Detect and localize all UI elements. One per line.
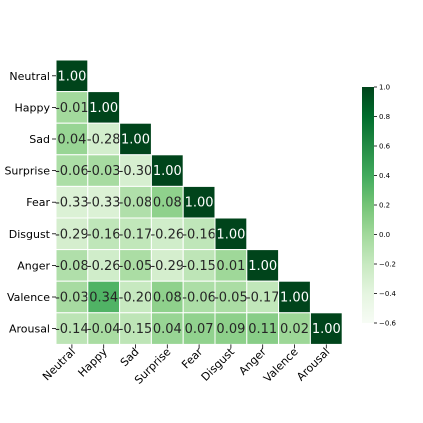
x-tick-label-arousal: Arousal: [294, 345, 332, 383]
cell-value-label: -0.29: [55, 227, 89, 242]
cell-value-label: -0.14: [55, 322, 89, 337]
y-tick-label-arousal: Arousal: [9, 323, 50, 336]
heatmap-cell-arousal-arousal: [309, 312, 343, 345]
x-tick-label-sad: Sad: [118, 345, 142, 369]
y-tick-label-anger: Anger: [17, 259, 50, 272]
heatmap-cells: 1.00-0.01 1.000.04 -0.28 1.00-0.06-0.03-0.3…: [55, 59, 343, 345]
cell-value-label: -0.04: [87, 322, 121, 337]
y-tick-label-fear: Fear: [26, 196, 50, 209]
cell-value-label: 1.00: [280, 291, 309, 306]
cell-value-label: -0.05: [214, 291, 248, 306]
x-tick-label-valence: Valence: [261, 345, 301, 385]
heatmap-cell-anger-disgust: [214, 249, 248, 282]
heatmap-cell-anger-neutral: [55, 249, 89, 282]
x-tick-label-neutral: Neutral: [40, 345, 78, 383]
y-tick-label-happy: Happy: [15, 101, 51, 114]
cell-value-label: -0.03: [55, 291, 89, 306]
cell-value-label: 0.34: [89, 291, 118, 306]
cell-value-label: 0.07: [185, 322, 214, 337]
y-tick-label-sad: Sad: [29, 133, 50, 146]
cell-value-label: -0.08: [119, 196, 153, 211]
heatmap-cell-fear-happy: [87, 185, 121, 219]
cell-value-label: -0.16: [182, 227, 216, 242]
cell-value-label: 1.00: [89, 101, 118, 116]
colorbar-tick-label: 0.0: [379, 231, 390, 239]
cell-value-label: 0.01: [216, 259, 245, 274]
cell-value-label: 0.11: [248, 322, 277, 337]
x-tick-label-fear: Fear: [179, 345, 205, 371]
cell-value-label: -0.15: [182, 259, 216, 274]
cell-value-label: -0.08: [55, 259, 89, 274]
heatmap-cell-arousal-neutral: [55, 312, 89, 345]
cell-value-label: 0.08: [153, 291, 182, 306]
colorbar: 1.0 0.8 0.6 0.4 0.2 0.0 −0.2 −0.4 −0.6: [362, 84, 397, 328]
cell-value-label: -0.20: [119, 291, 153, 306]
cell-value-label: -0.30: [119, 164, 153, 179]
colorbar-tick-label: 0.6: [379, 143, 391, 151]
cell-value-label: -0.06: [182, 291, 216, 306]
heatmap-cell-disgust-fear: [182, 217, 216, 251]
cell-value-label: -0.33: [87, 196, 121, 211]
colorbar-tick-label: 0.2: [379, 202, 390, 210]
heatmap-cell-anger-happy: [87, 249, 121, 282]
cell-value-label: 0.04: [153, 322, 182, 337]
cell-value-label: -0.15: [119, 322, 153, 337]
cell-value-label: -0.29: [150, 259, 184, 274]
y-tick-label-neutral: Neutral: [9, 70, 50, 83]
cell-value-label: -0.06: [55, 164, 89, 179]
cell-value-label: 0.04: [57, 133, 86, 148]
heatmap-cell-arousal-disgust: [214, 312, 248, 345]
cell-value-label: 1.00: [216, 227, 245, 242]
heatmap-cell-disgust-happy: [87, 217, 121, 251]
y-tick-label-disgust: Disgust: [9, 228, 51, 241]
cell-value-label: -0.26: [87, 259, 121, 274]
heatmap-cell-happy-neutral: [55, 91, 89, 124]
cell-value-label: -0.17: [246, 291, 280, 306]
colorbar-tick-label: −0.4: [379, 290, 397, 298]
colorbar-tick-label: −0.6: [379, 320, 397, 328]
cell-value-label: -0.33: [55, 196, 89, 211]
colorbar-tick-label: 0.4: [379, 172, 391, 180]
colorbar-tick-label: 1.0: [379, 84, 390, 92]
heatmap-cell-disgust-disgust: [214, 217, 248, 251]
cell-value-label: -0.26: [150, 227, 184, 242]
heatmap-cell-disgust-surprise: [150, 217, 184, 251]
heatmap-cell-surprise-surprise: [150, 154, 184, 187]
cell-value-label: 0.08: [153, 196, 182, 211]
y-tick-labels: Neutral Happy Sad Surprise Fear Disgust Anger V…: [4, 70, 56, 336]
cell-value-label: -0.05: [119, 259, 153, 274]
heatmap-cell-surprise-happy: [87, 154, 121, 187]
x-tick-label-happy: Happy: [76, 345, 111, 380]
heatmap-cell-fear-surprise: [150, 185, 184, 219]
cell-value-label: 0.02: [280, 322, 309, 337]
cell-value-label: 1.00: [248, 259, 277, 274]
x-tick-label-disgust: Disgust: [199, 345, 238, 384]
colorbar-tick-label: 0.8: [379, 113, 390, 121]
heatmap-cell-valence-valence: [278, 280, 311, 314]
cell-value-label: -0.28: [87, 133, 121, 148]
cell-value-label: -0.03: [87, 164, 121, 179]
cell-value-label: 1.00: [121, 133, 150, 148]
y-tick-label-surprise: Surprise: [4, 165, 50, 178]
cell-value-label: 1.00: [57, 69, 86, 84]
cell-value-label: -0.16: [87, 227, 121, 242]
cell-value-label: 1.00: [185, 196, 214, 211]
cell-value-label: -0.01: [55, 101, 89, 116]
colorbar-ticks: 1.0 0.8 0.6 0.4 0.2 0.0 −0.2 −0.4 −0.6: [374, 84, 397, 328]
heatmap-cell-valence-neutral: [55, 280, 89, 314]
cell-value-label: 0.09: [216, 322, 245, 337]
y-tick-label-valence: Valence: [7, 291, 50, 304]
cell-value-label: -0.17: [119, 227, 153, 242]
colorbar-tick-label: −0.2: [379, 261, 396, 269]
cell-value-label: 1.00: [312, 322, 341, 337]
heatmap-cell-valence-sad: [119, 280, 152, 314]
heatmap-cell-sad-sad: [119, 122, 152, 156]
colorbar-gradient: [362, 87, 374, 323]
cell-value-label: 1.00: [153, 164, 182, 179]
